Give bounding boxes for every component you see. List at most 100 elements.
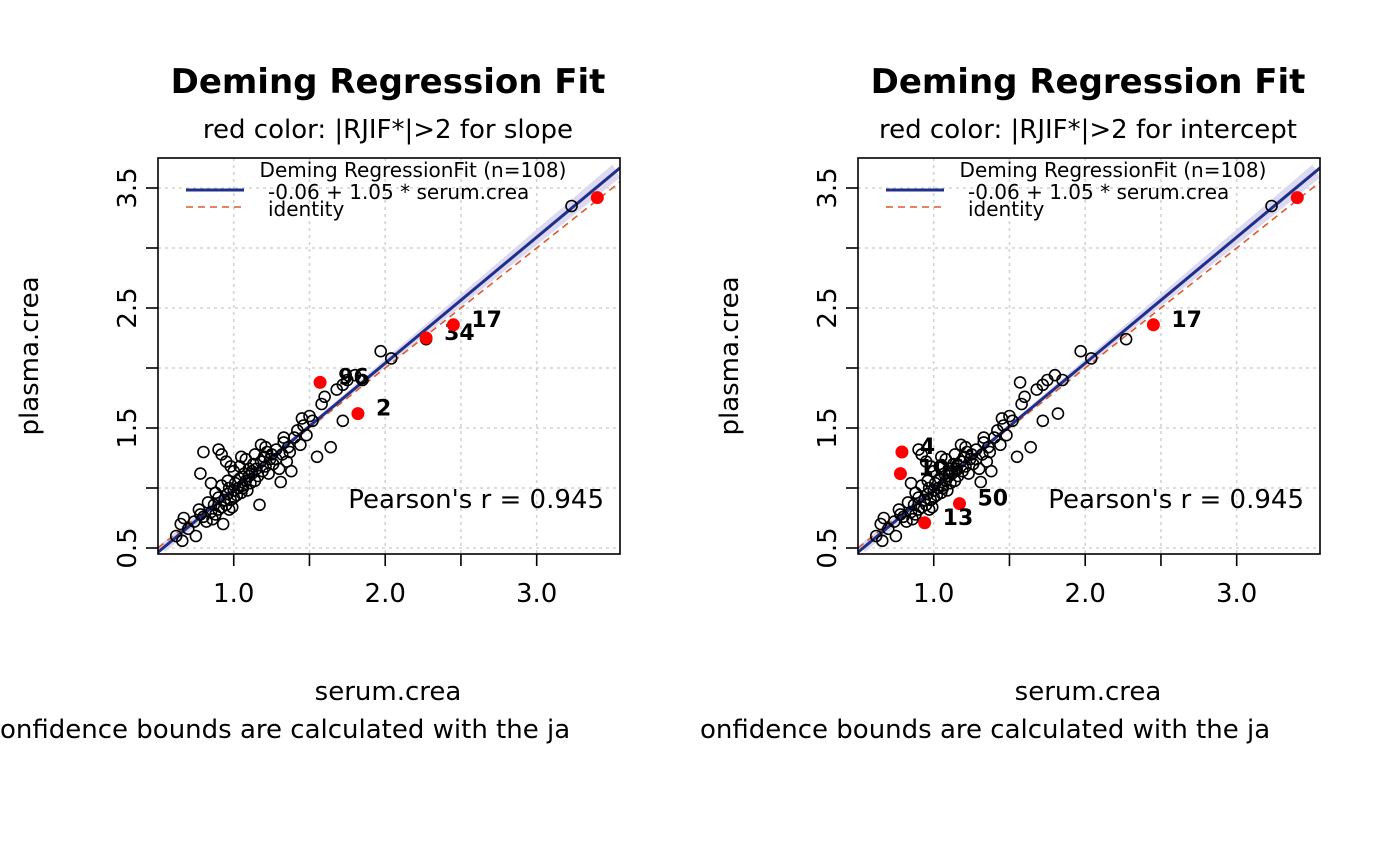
plot-frame-1 [157, 157, 621, 555]
y-axis-1: 0.5 1.5 2.5 3.5 [113, 167, 158, 569]
legend-entry-identity-2: identity [968, 197, 1044, 221]
data-point [977, 431, 991, 444]
highlighted-point [1290, 191, 1304, 205]
panel-1: Deming Regression Fit red color: |RJIF*|… [0, 62, 621, 745]
data-point [1024, 440, 1037, 454]
data-point [315, 397, 328, 411]
data-point [216, 517, 230, 531]
highlighted-point [313, 375, 327, 389]
data-point [294, 438, 307, 452]
x-axis-2: 1.0 2.0 3.0 [913, 554, 1257, 609]
highlighted-point-label: 50 [977, 487, 1008, 512]
data-point [206, 512, 219, 526]
highlighted-point-label: 96 [338, 365, 369, 390]
data-point [936, 481, 950, 495]
highlighted-point [952, 497, 966, 511]
legend-2: Deming RegressionFit (n=108) -0.06 + 1.0… [886, 158, 1266, 221]
data-point [1119, 332, 1133, 346]
highlighted-point [351, 407, 365, 421]
data-point [274, 475, 287, 489]
chart-subtitle-1: red color: |RJIF*|>2 for slope [203, 115, 573, 145]
legend-entry-fit-2: -0.06 + 1.05 * serum.crea [968, 180, 1229, 204]
chart-title-2: Deming Regression Fit [871, 62, 1306, 102]
y-tick-label: 3.5 [813, 167, 843, 208]
data-point [994, 438, 1007, 452]
data-point [565, 199, 578, 213]
data-point [384, 352, 398, 365]
highlighted-point [918, 516, 932, 530]
legend-title-2: Deming RegressionFit (n=108) [960, 158, 1267, 182]
plot-frame-2 [857, 157, 1321, 555]
data-point [921, 487, 934, 501]
x-tick-label: 3.0 [1216, 579, 1257, 609]
y-tick-label: 1.5 [813, 407, 843, 448]
y-tick-label: 2.5 [813, 287, 843, 328]
data-point [221, 474, 234, 488]
panel-2: Deming Regression Fit red color: |RJIF*|… [700, 62, 1321, 745]
data-point [974, 475, 987, 489]
data-point [1018, 390, 1031, 404]
caption-1: onfidence bounds are calculated with the… [0, 715, 570, 745]
data-point [875, 534, 889, 548]
data-point [175, 534, 189, 548]
data-point [222, 481, 236, 495]
highlighted-point [590, 191, 604, 205]
y-axis-2: 0.5 1.5 2.5 3.5 [813, 167, 858, 569]
highlighted-point [1146, 318, 1160, 332]
data-point [194, 467, 207, 480]
y-axis-label-1: plasma.crea [15, 276, 45, 435]
caption-2: onfidence bounds are calculated with the… [700, 715, 1270, 745]
data-point [1084, 352, 1098, 365]
y-tick-label: 1.5 [113, 407, 143, 448]
data-point [277, 431, 291, 444]
highlighted-point [419, 331, 433, 345]
highlighted-point-label: 106 [918, 457, 964, 482]
data-point [356, 373, 369, 387]
data-point [945, 467, 959, 480]
y-tick-label: 0.5 [813, 527, 843, 568]
points-2 [869, 199, 1278, 548]
data-point [889, 529, 903, 543]
x-tick-label: 2.0 [1065, 579, 1106, 609]
data-point [969, 452, 983, 466]
chart-title-1: Deming Regression Fit [171, 62, 606, 102]
legend-entry-fit-1: -0.06 + 1.05 * serum.crea [268, 180, 529, 204]
data-point [189, 529, 203, 543]
y-tick-label: 2.5 [113, 287, 143, 328]
data-point [1036, 414, 1050, 428]
data-point [995, 412, 1009, 425]
data-point [284, 464, 298, 478]
y-axis-label-2: plasma.crea [715, 276, 745, 435]
data-point [310, 450, 324, 464]
data-point [1265, 199, 1278, 213]
data-point [983, 445, 997, 459]
x-axis-1: 1.0 2.0 3.0 [213, 554, 557, 609]
data-point [1000, 428, 1013, 442]
highlighted-point [895, 445, 909, 459]
chart-subtitle-2: red color: |RJIF*|>2 for intercept [879, 115, 1297, 145]
legend-1: Deming RegressionFit (n=108) -0.06 + 1.0… [186, 158, 566, 221]
x-tick-label: 3.0 [516, 579, 557, 609]
data-point [906, 512, 919, 526]
data-point [253, 498, 266, 512]
data-point [225, 500, 239, 514]
y-tick-label: 0.5 [113, 527, 143, 568]
data-point [1010, 450, 1024, 464]
data-point [1051, 407, 1065, 420]
data-point [925, 500, 939, 514]
highlighted-point [446, 318, 460, 332]
data-point [1013, 376, 1027, 389]
y-tick-label: 3.5 [113, 167, 143, 208]
x-tick-label: 2.0 [365, 579, 406, 609]
highlighted-point-label: 4 [920, 435, 935, 460]
data-point [939, 452, 953, 466]
highlighted-point-label: 2 [376, 397, 391, 422]
highlighted-point-label: 13 [943, 506, 974, 531]
data-point [283, 445, 297, 459]
data-point [922, 503, 936, 516]
highlighted-point-label: 17 [471, 308, 502, 333]
annotation-pearson-2: Pearson's r = 0.945 [1048, 485, 1304, 515]
highlighted-point [893, 467, 907, 481]
